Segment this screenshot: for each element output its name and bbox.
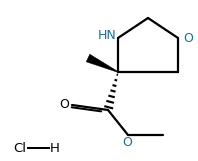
Text: HN: HN (98, 28, 116, 42)
Text: Cl: Cl (13, 142, 27, 155)
Text: O: O (183, 32, 193, 44)
Text: O: O (59, 98, 69, 110)
Text: H: H (50, 142, 60, 155)
Text: O: O (122, 136, 132, 148)
Polygon shape (86, 54, 118, 72)
